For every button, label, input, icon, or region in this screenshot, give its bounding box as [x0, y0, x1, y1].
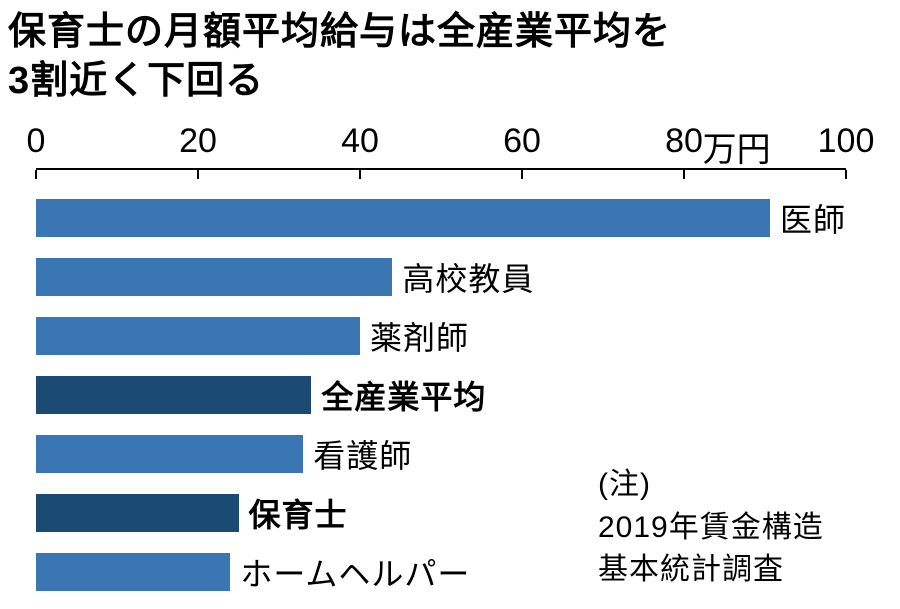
x-axis-tick-label: 40	[341, 122, 379, 160]
bar	[36, 376, 312, 414]
x-axis: 0 20 40 60 80 100 万円	[27, 122, 875, 180]
x-axis-tick-label: 60	[503, 122, 541, 160]
bar-label: 全産業平均	[321, 379, 487, 415]
bar	[36, 199, 770, 237]
chart-title-line1: 保育士の月額平均給与は全産業平均を	[8, 11, 672, 53]
x-axis-tick-mark	[197, 170, 199, 179]
source-note-line3: 基本統計調査	[598, 553, 784, 587]
bar-label: 保育士	[248, 497, 348, 533]
bar-label: 看護師	[313, 438, 413, 474]
x-axis-tick-mark	[35, 170, 37, 179]
x-axis-tick-mark	[359, 170, 361, 179]
source-note-line1: (注)	[598, 468, 651, 501]
bar	[36, 258, 393, 296]
x-axis-tick-label: 80	[665, 122, 703, 160]
bar-row: 医師	[36, 199, 846, 238]
bar-label: 薬剤師	[370, 320, 470, 356]
x-axis-tick-mark	[683, 170, 685, 179]
x-axis-tick-label: 20	[179, 122, 217, 160]
bar-rows: 医師高校教員薬剤師全産業平均看護師保育士ホームヘルパー	[36, 199, 846, 592]
bar-label: 医師	[779, 202, 846, 238]
x-axis-tick-label: 100	[817, 122, 875, 160]
bar-row: 保育士	[36, 494, 846, 533]
x-axis-tick-mark	[845, 170, 847, 179]
bar-row: 全産業平均	[36, 376, 846, 415]
bar-label: 高校教員	[402, 261, 535, 297]
source-note-line2: 2019年賃金構造	[598, 510, 824, 544]
bar-row: 薬剤師	[36, 317, 846, 356]
bar	[36, 435, 304, 473]
chart-title-line2: 3割近く下回る	[8, 60, 265, 103]
x-axis-tick-label: 0	[26, 122, 46, 160]
chart-title: 保育士の月額平均給与は全産業平均を 3割近く下回る	[0, 0, 900, 107]
bar-row: ホームヘルパー	[36, 553, 846, 592]
bar	[36, 553, 231, 591]
bar	[36, 317, 360, 355]
bar-row: 高校教員	[36, 258, 846, 297]
bar-row: 看護師	[36, 435, 846, 474]
x-axis-tick-mark	[521, 170, 523, 179]
x-axis-tick-labels: 0 20 40 60 80 100 万円	[27, 122, 875, 169]
x-axis-line	[35, 168, 847, 180]
bar-label: ホームヘルパー	[240, 556, 471, 592]
x-axis-unit-label: 万円	[702, 131, 771, 169]
source-note: (注) 2019年賃金構造 基本統計調査	[598, 464, 824, 592]
bar	[36, 494, 239, 532]
